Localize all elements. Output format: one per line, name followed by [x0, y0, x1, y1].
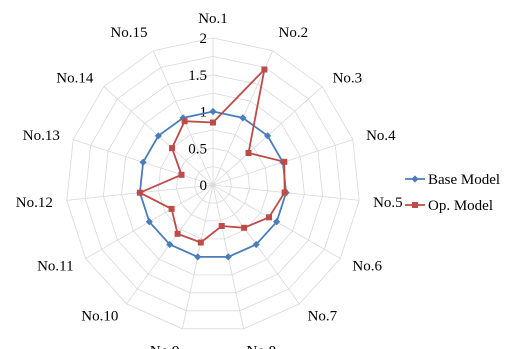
category-label: No.1: [198, 11, 228, 27]
data-point-marker: [181, 118, 188, 125]
radar-grid: [66, 37, 360, 330]
legend: Base Model Op. Model: [405, 172, 500, 214]
data-point-marker: [194, 253, 202, 261]
category-label: No.3: [333, 70, 363, 86]
series-group: [136, 107, 290, 261]
legend-marker: [412, 202, 418, 208]
series-group: [136, 66, 288, 246]
category-label: No.2: [279, 25, 309, 41]
legend-item: Op. Model: [405, 198, 493, 214]
data-point-marker: [218, 223, 225, 229]
data-point-marker: [209, 107, 217, 116]
data-point-marker: [197, 239, 204, 246]
data-point-marker: [169, 145, 175, 152]
data-point-marker: [210, 119, 216, 126]
category-label: No.9: [150, 344, 180, 349]
grid-ring: [194, 166, 232, 204]
data-point-marker: [224, 253, 232, 261]
category-label: No.14: [56, 70, 94, 86]
data-point-marker: [168, 205, 175, 212]
data-point-marker: [264, 132, 272, 140]
data-series: [136, 66, 290, 261]
data-point-marker: [281, 189, 288, 196]
data-point-marker: [245, 150, 252, 156]
data-point-marker: [266, 214, 272, 221]
category-label: No.7: [308, 308, 338, 324]
grid-ring: [176, 147, 250, 222]
series-line: [137, 66, 286, 244]
data-point-marker: [139, 158, 147, 166]
radial-tick-label: 0: [200, 178, 208, 194]
data-point-marker: [239, 114, 247, 122]
data-point-marker: [145, 218, 153, 226]
data-point-marker: [136, 189, 143, 196]
data-point-marker: [241, 224, 248, 231]
grid-ring: [84, 55, 342, 312]
grid-ring: [66, 37, 360, 330]
category-labels: No.1 No.2 No.3 No.4 No.5 No.6 No.7 No.8 No.9 No.1…: [16, 11, 403, 349]
category-label: No.4: [366, 128, 396, 144]
radial-tick-label: 2: [200, 31, 208, 47]
radial-tick-label: 1.5: [188, 68, 207, 84]
data-point-marker: [261, 66, 268, 73]
legend-label: Op. Model: [428, 198, 493, 214]
radial-tick-label: 0.5: [188, 141, 207, 157]
grid-ring: [102, 74, 324, 294]
category-label: No.12: [16, 195, 53, 211]
category-label: No.15: [110, 25, 147, 41]
category-label: No.6: [352, 259, 382, 275]
radial-tick-label: 1: [200, 105, 208, 121]
legend-item: Base Model: [405, 172, 500, 188]
legend-label: Base Model: [428, 172, 500, 188]
data-point-marker: [178, 171, 185, 178]
category-label: No.10: [81, 308, 118, 324]
category-label: No.8: [247, 344, 277, 349]
legend-marker: [411, 175, 419, 183]
data-point-marker: [154, 132, 162, 140]
radial-tick-labels: 0 0.5 1 1.5 2: [188, 31, 207, 194]
data-point-marker: [252, 240, 260, 249]
grid-ring: [157, 129, 269, 240]
data-point-marker: [174, 230, 181, 237]
data-point-marker: [273, 218, 281, 226]
grid-ring: [121, 92, 305, 276]
data-point-marker: [281, 158, 288, 165]
category-label: No.11: [37, 259, 74, 275]
category-label: No.13: [23, 128, 60, 144]
series-line: [138, 110, 288, 258]
category-label: No.5: [373, 195, 403, 211]
data-point-marker: [166, 240, 174, 249]
